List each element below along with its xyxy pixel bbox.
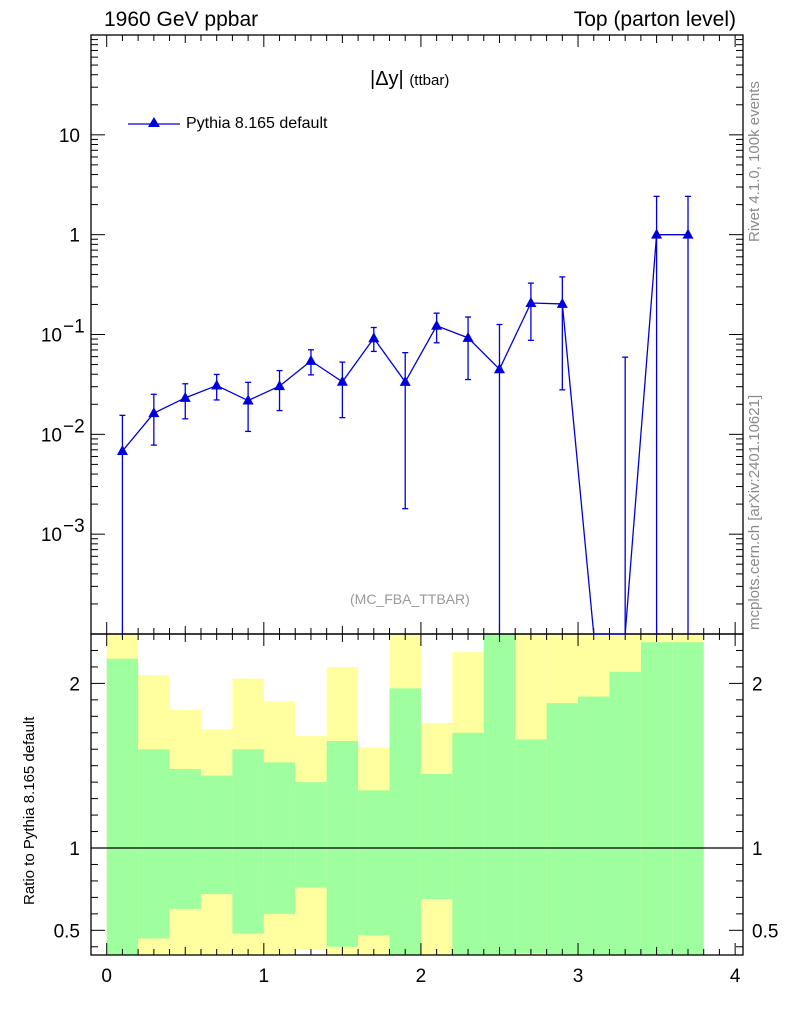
y-tick-label: 1 xyxy=(69,226,80,247)
header-process-label: Top (parton level) xyxy=(573,8,736,31)
data-point-marker xyxy=(431,319,443,330)
data-point-marker xyxy=(336,375,348,386)
ratio-band-green xyxy=(546,703,579,955)
ratio-band-green xyxy=(420,773,453,900)
ratio-band-green xyxy=(640,642,673,955)
ratio-band-green xyxy=(483,634,516,955)
data-point-marker xyxy=(274,380,286,391)
data-point-marker xyxy=(179,391,191,402)
ratio-band-green xyxy=(295,782,327,888)
data-point-marker xyxy=(651,228,663,239)
ratio-band-green xyxy=(200,775,233,895)
y-tick-label: 10 xyxy=(41,326,62,347)
plot-title-main: |Δy| xyxy=(370,68,404,90)
data-point-marker xyxy=(493,363,505,374)
ratio-plot-frame xyxy=(90,633,744,956)
data-point-marker xyxy=(525,296,537,307)
ratio-band-green xyxy=(232,749,264,934)
y-tick-exponent: −2 xyxy=(63,416,85,437)
y-tick-exponent: −1 xyxy=(63,317,85,338)
x-tick-label: 1 xyxy=(259,966,270,987)
header-energy-label: 1960 GeV ppbar xyxy=(104,8,259,31)
data-point-marker xyxy=(462,331,474,342)
plot-title: |Δy| (ttbar) xyxy=(370,68,449,91)
ratio-band-green xyxy=(106,658,139,955)
ratio-band-green xyxy=(609,671,641,955)
data-point-marker xyxy=(148,407,160,418)
ratio-y-tick-label-left: 1 xyxy=(69,839,80,860)
x-tick-label: 3 xyxy=(573,966,584,987)
data-point-marker xyxy=(399,375,411,386)
x-tick-label: 2 xyxy=(416,966,427,987)
ratio-band-green xyxy=(515,739,547,954)
ratio-band-green xyxy=(452,732,484,955)
data-point-marker xyxy=(211,379,223,390)
data-point-marker xyxy=(305,354,317,365)
ratio-y-tick-label-left: 0.5 xyxy=(54,921,80,942)
ratio-band-green xyxy=(358,790,390,936)
y-tick-exponent: −3 xyxy=(63,516,85,537)
ratio-band-green xyxy=(263,762,296,914)
ratio-y-tick-label-right: 2 xyxy=(752,674,763,695)
ratio-y-tick-label-right: 0.5 xyxy=(752,921,778,942)
ratio-band-green xyxy=(389,688,421,955)
ratio-band-green xyxy=(326,741,359,947)
data-point-marker xyxy=(116,445,128,456)
legend-label: Pythia 8.165 default xyxy=(186,115,328,132)
data-point-marker xyxy=(556,297,568,308)
ratio-band-green xyxy=(578,696,610,955)
x-tick-label: 4 xyxy=(730,966,741,987)
data-point-marker xyxy=(368,332,380,343)
y-tick-label: 10 xyxy=(41,425,62,446)
ratio-band-green xyxy=(169,768,201,909)
plot-title-sub: (ttbar) xyxy=(409,72,450,89)
ratio-band-green xyxy=(672,642,704,955)
data-point-marker xyxy=(242,394,254,405)
ratio-y-tick-label-right: 1 xyxy=(752,839,763,860)
ratio-band-green xyxy=(138,749,170,939)
y-tick-label: 10 xyxy=(59,126,80,147)
legend-marker xyxy=(128,117,180,127)
ratio-y-tick-label-left: 2 xyxy=(69,674,80,695)
top-plot-frame xyxy=(90,34,744,635)
x-tick-label: 0 xyxy=(101,966,112,987)
analysis-watermark: (MC_FBA_TTBAR) xyxy=(350,591,470,607)
data-point-marker xyxy=(682,228,694,239)
y-tick-label: 10 xyxy=(41,525,62,546)
